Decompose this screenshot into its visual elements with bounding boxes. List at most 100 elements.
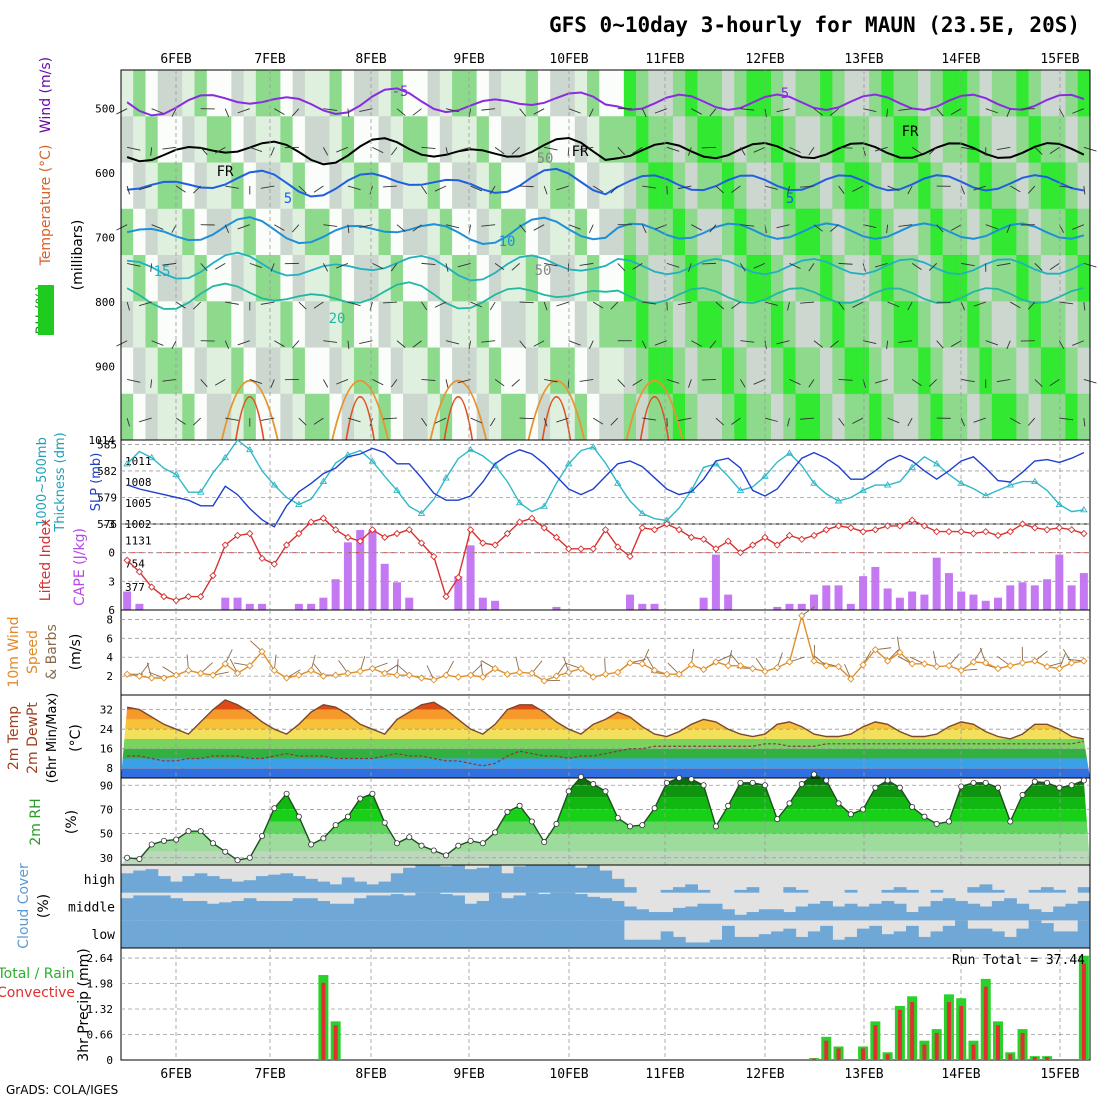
cloud-cell [930, 931, 944, 948]
wind-speed-point [1031, 657, 1039, 665]
rh-legend-swatch [38, 285, 54, 335]
isotherm-label: FR [902, 124, 919, 140]
cloud-cell [501, 920, 515, 948]
rh-cell [366, 347, 379, 395]
rh-cell [881, 162, 894, 210]
pressure-tick-label: 800 [95, 296, 115, 309]
cloud-cell [734, 914, 748, 921]
cloud-cell [942, 898, 956, 921]
cloud-cell [562, 892, 576, 921]
hot-contour [639, 396, 670, 441]
rh-cell [623, 116, 637, 163]
wind-barb [617, 147, 626, 155]
cape-bar [294, 603, 303, 610]
rh-cell [820, 393, 833, 441]
rh-cell [537, 301, 551, 348]
lifted-index-point [663, 520, 671, 528]
cloud-cell [832, 939, 846, 948]
cape-bar [871, 566, 880, 610]
surface-wind-barb [755, 657, 766, 672]
rh-tick-label: 70 [100, 803, 113, 816]
rh-cell [1053, 255, 1066, 302]
wind-barb [543, 301, 548, 311]
cloud-cell [317, 920, 331, 948]
rh-point [565, 788, 572, 795]
lifted-index-point [417, 539, 426, 547]
rh-cell [304, 347, 318, 395]
rh-cell [206, 116, 220, 163]
wind-speed-point [552, 672, 561, 680]
cloud-cell [280, 873, 294, 893]
wind-barb [617, 263, 626, 271]
cape-bar [233, 597, 242, 610]
wind-barb [291, 340, 300, 349]
wind-barb [224, 340, 230, 350]
wind-barb [642, 301, 656, 305]
cloud-cell [427, 865, 441, 893]
rh-cell [378, 70, 391, 117]
lifted-index-point [516, 518, 524, 526]
rh-cell [464, 116, 477, 163]
rh-point [467, 837, 474, 844]
rh-cell [169, 347, 183, 395]
rh-cell [329, 208, 342, 256]
wind-barb [610, 301, 619, 310]
rh-cell [574, 208, 588, 256]
wind-speed-point [724, 662, 732, 670]
rh-cell [525, 301, 539, 348]
rh-cell [1016, 70, 1029, 117]
axis-labels: RH (%)Temperature (°C)Wind (m/s)(milliba… [0, 57, 104, 1062]
rh-cell [476, 393, 490, 441]
rh-cell [378, 393, 391, 441]
cloud-cell [243, 920, 257, 948]
rh-cell [1004, 347, 1017, 395]
cloud-cell [562, 920, 576, 948]
surface-wind-barb [200, 662, 213, 674]
wind-barb [960, 185, 966, 195]
wind-tick-label: 8 [106, 613, 113, 626]
rh-cell [145, 347, 158, 395]
lifted-index-point [675, 526, 683, 534]
cloud-cell [685, 906, 698, 921]
rh-cell [280, 301, 293, 348]
cloud-cell [771, 931, 784, 948]
cape-tick-label: 1131 [125, 534, 152, 547]
rh-cell [133, 255, 146, 302]
rh-cell [587, 208, 600, 256]
cloud-cell [955, 920, 968, 948]
rh-cell [991, 301, 1005, 348]
wind-barb [813, 340, 823, 348]
rh-cell [820, 116, 833, 163]
rh-cell [746, 255, 759, 302]
cloud-cell [501, 873, 515, 893]
rh-cell [599, 208, 612, 256]
wind-barb [175, 301, 186, 309]
rh-cell [390, 162, 404, 210]
wind-barb [838, 301, 845, 310]
cloud-cell [906, 912, 919, 921]
lifted-index-point [368, 526, 377, 534]
wind-barb [1006, 108, 1011, 117]
cloud-cell [268, 900, 281, 921]
wind-barb [347, 340, 350, 350]
wind-barb [347, 417, 361, 423]
wind-ylabel-d: (m/s) [68, 634, 84, 671]
wind-speed-point [197, 669, 205, 677]
wind-barb [270, 147, 275, 156]
pressure-tick-label: 900 [95, 361, 115, 374]
lifted-index-point [246, 529, 254, 538]
wind-barb [175, 417, 186, 425]
rh-cell [550, 70, 563, 117]
rh-cell [881, 116, 894, 163]
cloud-cell [550, 920, 564, 948]
cloud-cell [513, 866, 527, 893]
rh-point [369, 790, 376, 797]
rh-point [246, 854, 253, 861]
cloud-cell [452, 920, 465, 948]
rh-cell [611, 208, 624, 256]
wind-barb [214, 262, 226, 270]
rh-cell [807, 347, 821, 395]
rh-cell [255, 162, 269, 210]
rh-cell [905, 70, 919, 117]
wind-barb [200, 147, 208, 156]
